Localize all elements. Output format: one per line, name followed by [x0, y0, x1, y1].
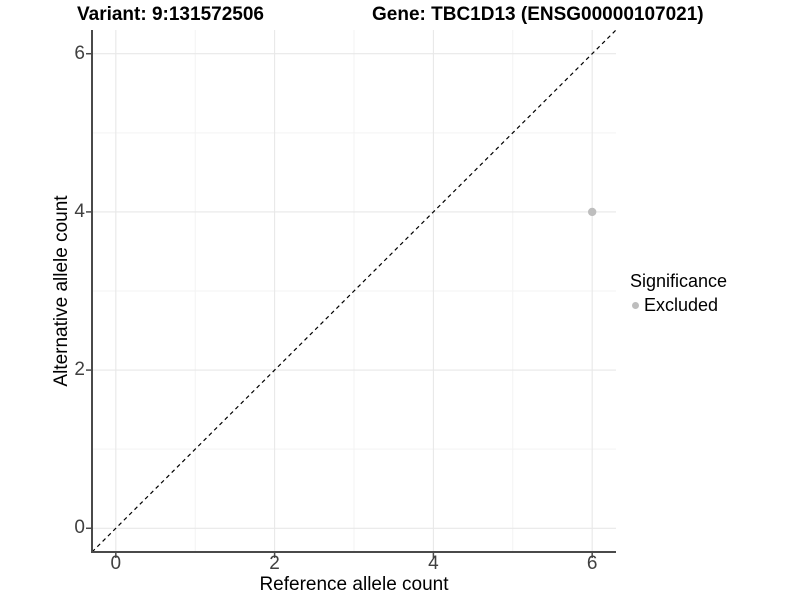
x-tick-label: 6: [586, 553, 598, 574]
x-tick-label: 2: [269, 553, 280, 574]
identity-line: [91, 29, 617, 553]
x-tick-label: 0: [110, 553, 122, 574]
y-tick-label: 2: [74, 359, 85, 381]
plot-title-gene: Gene: TBC1D13 (ENSG00000107021): [372, 4, 704, 25]
x-tick-label: 4: [428, 553, 439, 574]
x-axis-title: Reference allele count: [259, 574, 449, 595]
legend-title: Significance: [630, 271, 728, 291]
y-tick-label: 0: [74, 517, 85, 539]
plot-title-variant: Variant: 9:131572506: [77, 4, 264, 25]
legend: Significance Excluded: [630, 271, 727, 316]
legend-item-excluded: Excluded: [630, 294, 727, 316]
legend-point-icon: [632, 301, 639, 309]
y-axis-title: Alternative allele count: [51, 195, 72, 387]
legend-item-label: Excluded: [644, 294, 719, 315]
y-tick-label: 4: [74, 200, 85, 222]
y-tick-label: 6: [74, 42, 85, 64]
data-point: [587, 207, 597, 217]
